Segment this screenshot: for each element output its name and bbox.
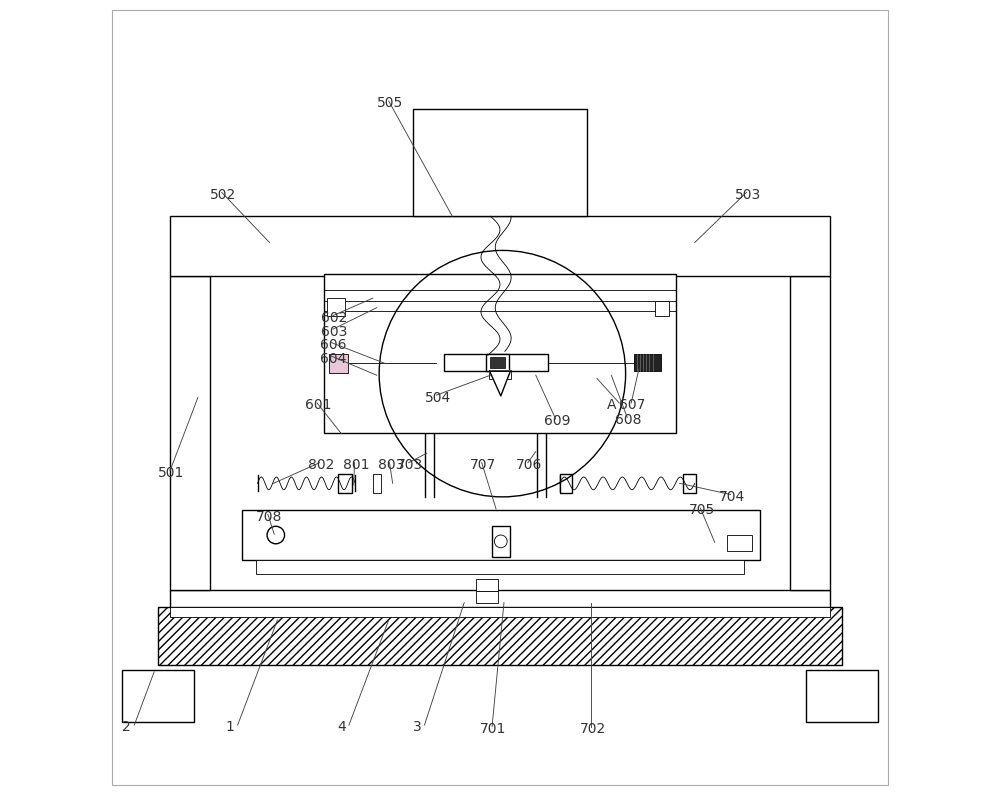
Text: 702: 702 bbox=[580, 722, 606, 736]
Text: 505: 505 bbox=[377, 96, 403, 111]
Text: 703: 703 bbox=[397, 458, 423, 472]
Bar bbox=[373, 474, 381, 493]
Bar bbox=[727, 535, 752, 551]
Bar bbox=[490, 357, 505, 368]
Text: 504: 504 bbox=[424, 390, 451, 405]
Text: 802: 802 bbox=[308, 458, 334, 472]
Text: 606: 606 bbox=[320, 338, 346, 352]
Bar bbox=[634, 354, 661, 371]
Text: 707: 707 bbox=[470, 458, 496, 472]
Bar bbox=[683, 474, 696, 493]
Bar bbox=[413, 109, 587, 216]
Text: 705: 705 bbox=[688, 503, 715, 518]
Polygon shape bbox=[490, 371, 510, 396]
Text: 803: 803 bbox=[378, 458, 404, 472]
Bar bbox=[256, 560, 744, 574]
Bar bbox=[324, 274, 676, 433]
Bar bbox=[806, 670, 878, 722]
Bar bbox=[170, 607, 830, 617]
Text: 2: 2 bbox=[122, 720, 131, 735]
Bar bbox=[329, 354, 348, 373]
Text: 604: 604 bbox=[320, 351, 346, 366]
Text: 503: 503 bbox=[735, 188, 761, 202]
Bar bbox=[170, 216, 830, 276]
Text: 601: 601 bbox=[305, 398, 332, 413]
Text: 704: 704 bbox=[719, 490, 745, 504]
Bar bbox=[170, 590, 830, 607]
Text: 602: 602 bbox=[321, 311, 348, 325]
Bar bbox=[476, 579, 498, 591]
Text: 3: 3 bbox=[413, 720, 421, 735]
Text: 1: 1 bbox=[226, 720, 235, 735]
Bar bbox=[476, 591, 498, 603]
Bar bbox=[489, 370, 511, 379]
Text: 609: 609 bbox=[544, 414, 570, 429]
Bar bbox=[492, 526, 510, 556]
Bar bbox=[242, 510, 760, 560]
Text: 701: 701 bbox=[480, 722, 507, 736]
Bar bbox=[790, 276, 830, 590]
Text: 607: 607 bbox=[619, 398, 646, 413]
Text: 608: 608 bbox=[615, 413, 642, 427]
Bar bbox=[486, 354, 509, 371]
Text: 502: 502 bbox=[210, 188, 236, 202]
Text: 801: 801 bbox=[343, 458, 369, 472]
Text: 708: 708 bbox=[256, 510, 282, 524]
Bar bbox=[444, 354, 548, 371]
Bar bbox=[170, 276, 210, 590]
Bar bbox=[158, 607, 842, 665]
Bar bbox=[655, 301, 669, 316]
Bar bbox=[327, 298, 345, 316]
Text: 706: 706 bbox=[516, 458, 542, 472]
Text: A: A bbox=[607, 398, 617, 413]
Text: 501: 501 bbox=[158, 466, 185, 480]
Text: 603: 603 bbox=[321, 324, 348, 339]
Bar bbox=[338, 474, 352, 493]
Text: 4: 4 bbox=[337, 720, 346, 735]
Bar bbox=[560, 474, 572, 493]
Bar bbox=[122, 670, 194, 722]
